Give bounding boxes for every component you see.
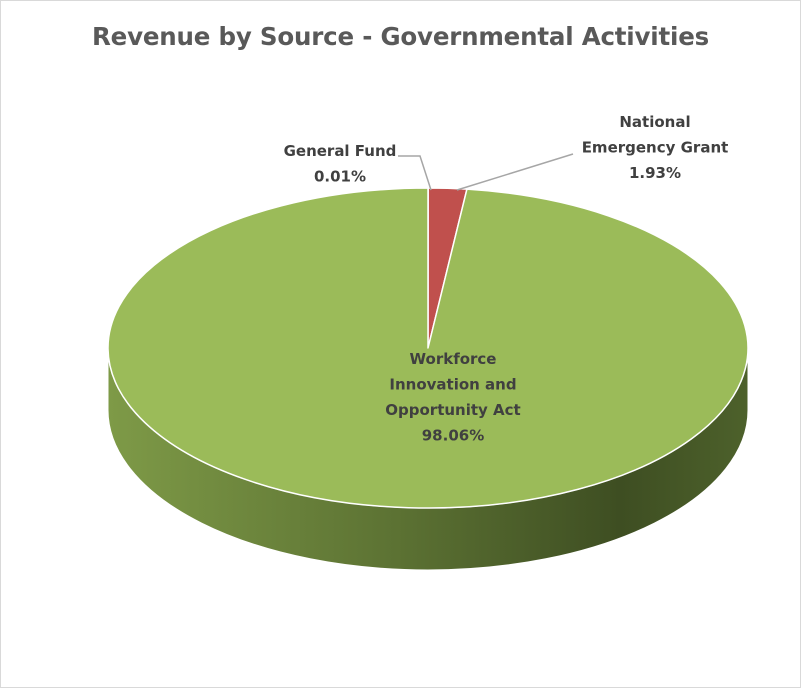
- leader-line-national-emergency-grant: [456, 153, 574, 191]
- data-label-name-general-fund: General Fund: [284, 142, 397, 160]
- data-label-name-workforce-innovation-and-opportunity-act: Innovation and: [389, 376, 516, 394]
- data-label-name-workforce-innovation-and-opportunity-act: Opportunity Act: [385, 401, 520, 419]
- pie-slice-workforce-innovation-and-opportunity-act: [107, 187, 749, 509]
- data-label-name-national-emergency-grant: National: [619, 113, 690, 131]
- data-label-value-workforce-innovation-and-opportunity-act: 98.06%: [422, 427, 484, 445]
- chart-title: Revenue by Source - Governmental Activit…: [92, 22, 709, 51]
- data-label-value-national-emergency-grant: 1.93%: [629, 164, 681, 182]
- data-label-name-national-emergency-grant: Emergency Grant: [582, 139, 729, 157]
- leader-line-general-fund: [398, 155, 432, 191]
- data-label-value-general-fund: 0.01%: [314, 168, 366, 186]
- data-label-name-workforce-innovation-and-opportunity-act: Workforce: [410, 350, 497, 368]
